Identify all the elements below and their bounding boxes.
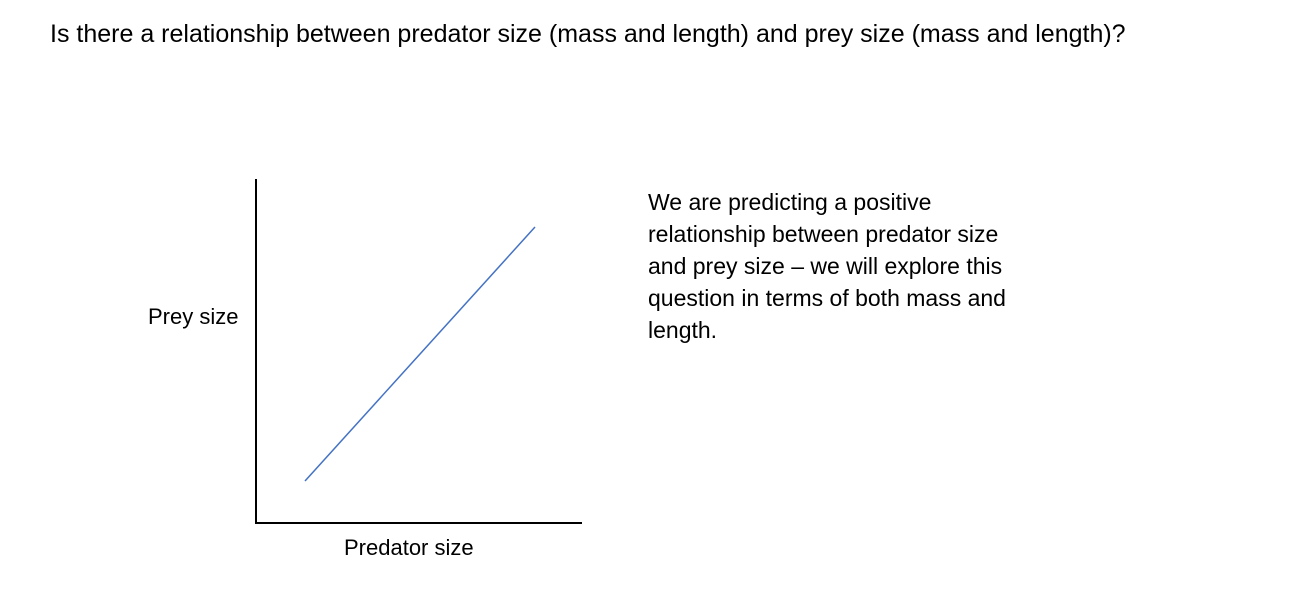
explanation-text: We are predicting a positive relationshi… [648,189,1006,343]
y-axis-label: Prey size [148,304,239,329]
page-title: Is there a relationship between predator… [50,20,1126,48]
trend-line [304,226,536,482]
x-axis-label: Predator size [344,535,474,560]
